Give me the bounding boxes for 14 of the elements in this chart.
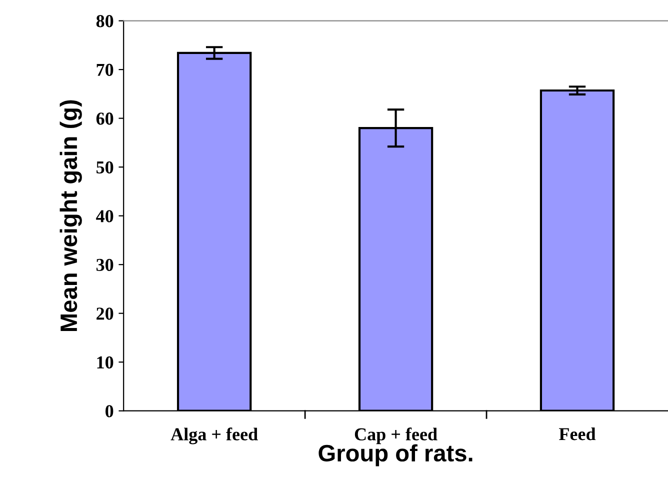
y-tick-label: 80 — [96, 15, 114, 28]
y-tick-label: 50 — [96, 161, 114, 174]
y-tick-label: 70 — [96, 64, 114, 76]
x-tick-label: Cap + feed — [354, 428, 438, 444]
y-axis-title: Mean weight gain (g) — [60, 100, 82, 331]
x-tick-label: Alga + feed — [170, 428, 258, 444]
y-tick-label: 20 — [96, 308, 114, 320]
y-tick-label: 60 — [96, 112, 114, 125]
y-tick-label: 0 — [106, 405, 114, 418]
y-tick-label: 40 — [96, 210, 114, 222]
x-axis-title: Group of rats. — [318, 444, 472, 466]
y-tick-label: 30 — [96, 258, 114, 272]
x-tick-label: Feed — [559, 428, 596, 440]
y-tick-label: 10 — [97, 356, 114, 369]
